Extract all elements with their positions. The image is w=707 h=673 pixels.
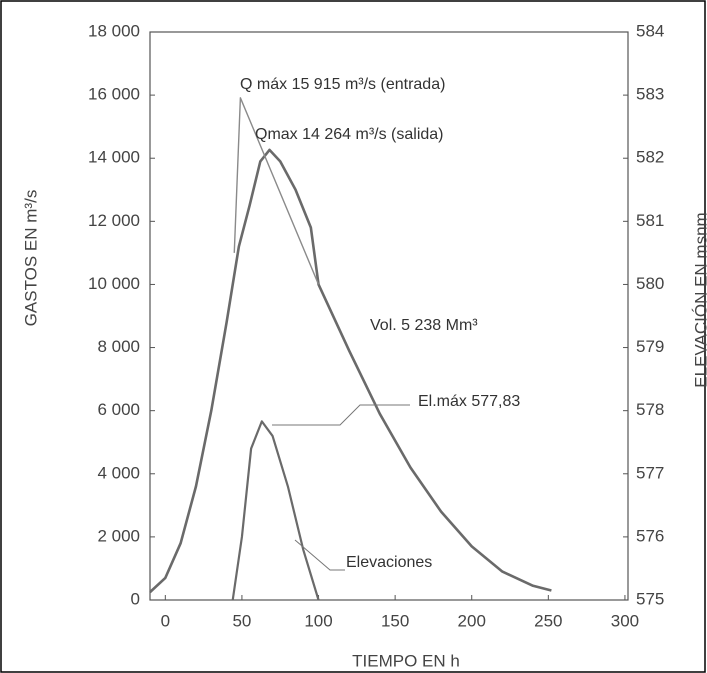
y-tick-label: 16 000: [88, 85, 140, 104]
x-tick-label: 150: [381, 611, 409, 630]
y-tick-label: 2 000: [97, 526, 140, 545]
x-axis-label: TIEMPO EN h: [352, 651, 460, 670]
y-tick-label: 18 000: [88, 21, 140, 40]
annotation: El.máx 577,83: [418, 393, 520, 410]
y-tick-label: 4 000: [97, 463, 140, 482]
y2-tick-label: 576: [636, 526, 664, 545]
x-tick-label: 200: [458, 611, 486, 630]
y-tick-label: 14 000: [88, 148, 140, 167]
annotation: Elevaciones: [346, 554, 432, 571]
y2-tick-label: 580: [636, 274, 664, 293]
y2-tick-label: 577: [636, 463, 664, 482]
x-tick-label: 300: [611, 611, 639, 630]
y2-tick-label: 575: [636, 589, 664, 608]
y2-tick-label: 584: [636, 21, 664, 40]
annotation: Q máx 15 915 m³/s (entrada): [240, 76, 445, 93]
series-line: [233, 97, 320, 285]
x-tick-label: 250: [534, 611, 562, 630]
y2-tick-label: 583: [636, 85, 664, 104]
y-tick-label: 10 000: [88, 274, 140, 293]
y2-tick-label: 581: [636, 211, 664, 230]
y2-tick-label: 582: [636, 148, 664, 167]
y2-axis-label: ELEVACIÓN EN msnm: [691, 212, 707, 387]
series-line: [149, 148, 552, 594]
y-tick-label: 6 000: [97, 400, 140, 419]
series-line: [231, 420, 320, 601]
plot-frame: [149, 31, 629, 601]
x-tick-label: 0: [161, 611, 170, 630]
x-tick-label: 50: [232, 611, 251, 630]
leader-line: [272, 404, 410, 426]
y-tick-label: 8 000: [97, 337, 140, 356]
annotation: Qmax 14 264 m³/s (salida): [255, 126, 444, 143]
leader-line: [294, 539, 345, 571]
y-tick-label: 12 000: [88, 211, 140, 230]
y-tick-label: 0: [131, 589, 140, 608]
y2-tick-label: 578: [636, 400, 664, 419]
y2-tick-label: 579: [636, 337, 664, 356]
y-axis-label: GASTOS EN m³/s: [21, 190, 40, 327]
x-tick-label: 100: [304, 611, 332, 630]
annotation: Vol. 5 238 Mm³: [370, 317, 478, 334]
